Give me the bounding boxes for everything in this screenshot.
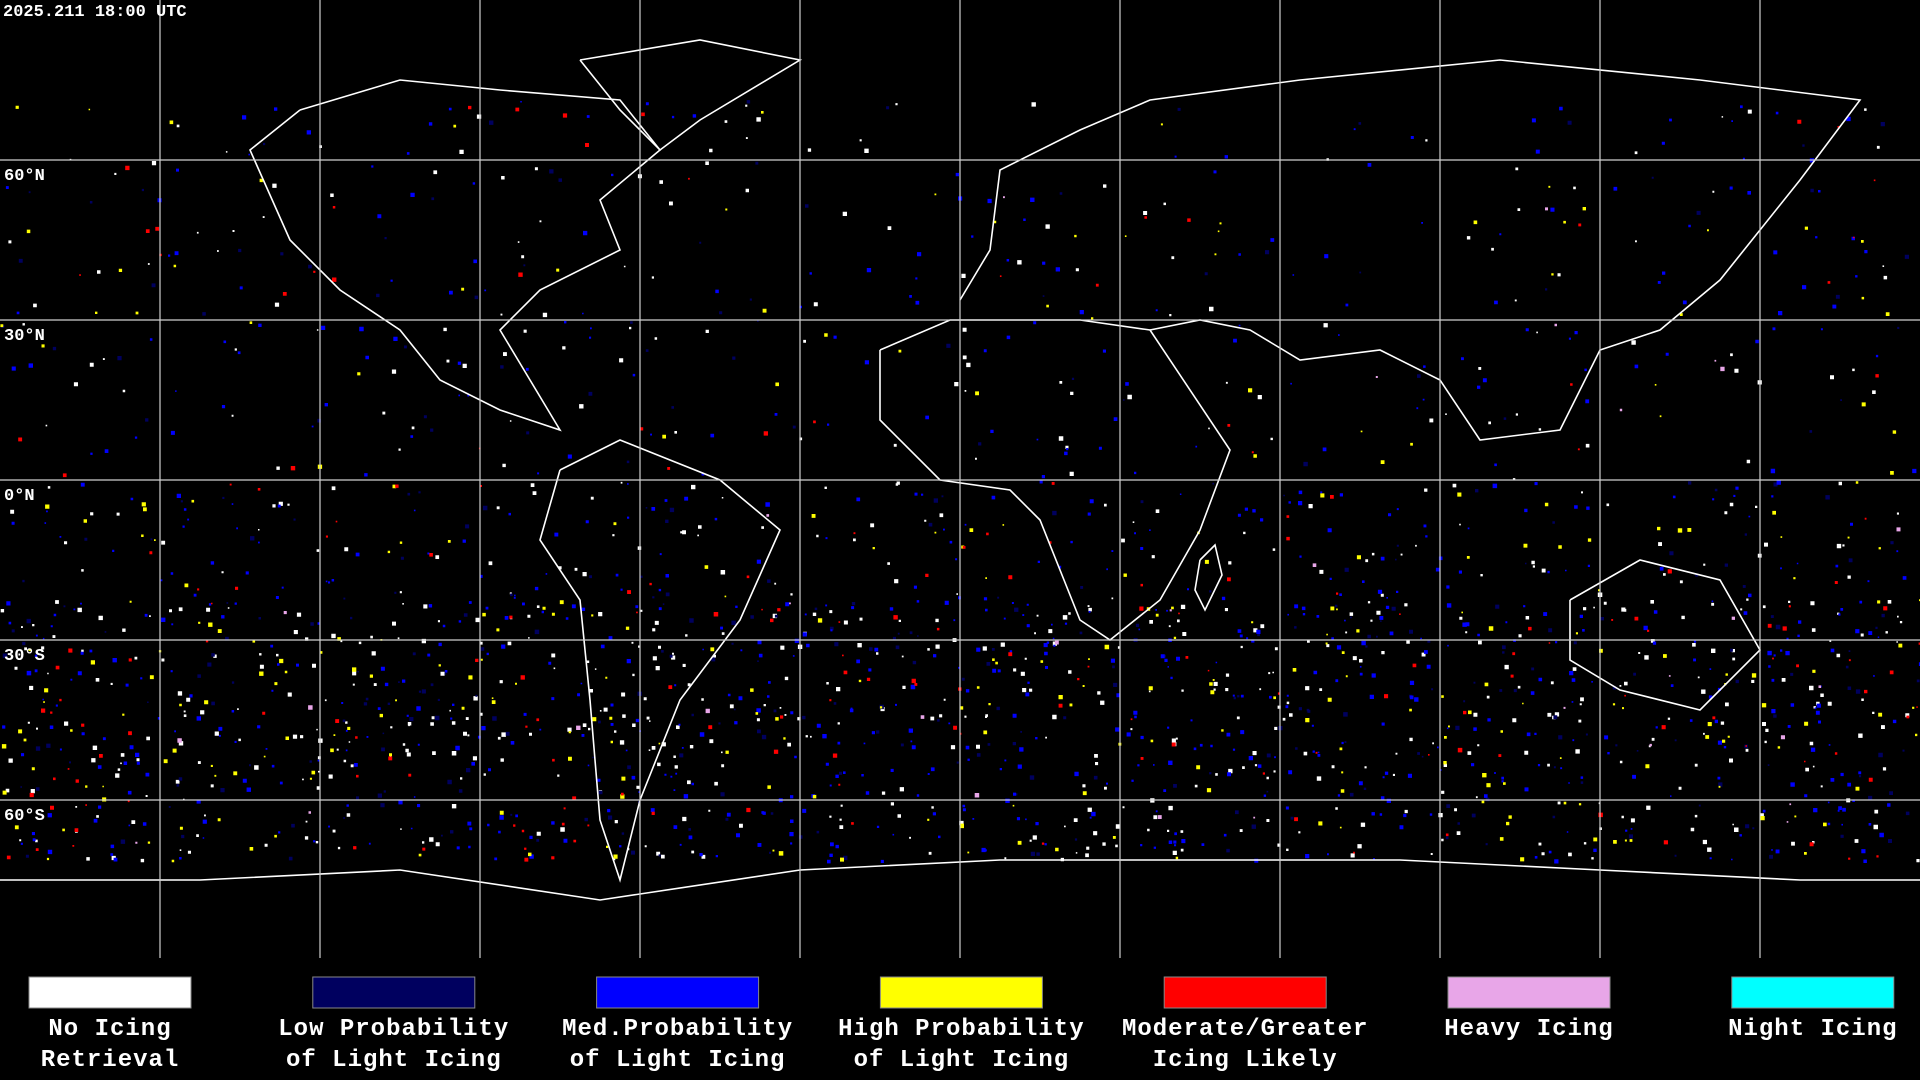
- legend-swatch: [879, 976, 1043, 1009]
- legend: No Icing Retrieval Low Probability of Light…: [28, 976, 1897, 1074]
- legend-swatch: [1731, 976, 1895, 1009]
- legend-label: Icing Likely: [1153, 1047, 1338, 1074]
- coast-madagascar: [1194, 543, 1223, 612]
- graticule: [0, 0, 1920, 958]
- latitude-label: 30°S: [4, 647, 45, 666]
- legend-swatch: [28, 976, 192, 1009]
- coast-greenland: [579, 39, 803, 152]
- latitude-label: 0°N: [4, 487, 35, 506]
- legend-swatch: [596, 976, 760, 1009]
- legend-label: Moderate/Greater: [1122, 1016, 1368, 1043]
- legend-label: Low Probability: [278, 1016, 509, 1043]
- coast-africa: [879, 319, 1231, 641]
- legend-label: Retrieval: [41, 1047, 180, 1074]
- coast-antarctica: [0, 859, 1920, 901]
- coast-north-america: [249, 79, 662, 432]
- latitude-label: 60°S: [4, 807, 45, 826]
- latitude-label: 60°N: [4, 167, 45, 186]
- latitude-label: 30°N: [4, 327, 45, 346]
- legend-label: of Light Icing: [286, 1047, 502, 1074]
- legend-label: High Probability: [838, 1016, 1084, 1043]
- icing-field: [0, 100, 1920, 864]
- timestamp: 2025.211 18:00 UTC: [3, 3, 187, 22]
- coast-eurasia: [959, 59, 1862, 441]
- legend-label: of Light Icing: [854, 1047, 1070, 1074]
- legend-label: Heavy Icing: [1444, 1016, 1613, 1043]
- legend-swatch: [1447, 976, 1611, 1009]
- latitude-labels: 60°N 30°N 0°N 30°S 60°S: [4, 167, 45, 826]
- legend-label: Med.Probability: [562, 1016, 793, 1043]
- legend-swatch: [312, 976, 476, 1009]
- legend-label: No Icing: [48, 1016, 171, 1043]
- coast-australia: [1569, 559, 1761, 711]
- legend-label: Night Icing: [1728, 1016, 1897, 1043]
- legend-label: of Light Icing: [570, 1047, 786, 1074]
- legend-swatch: [1163, 976, 1327, 1009]
- icing-speckle: [2, 101, 1920, 864]
